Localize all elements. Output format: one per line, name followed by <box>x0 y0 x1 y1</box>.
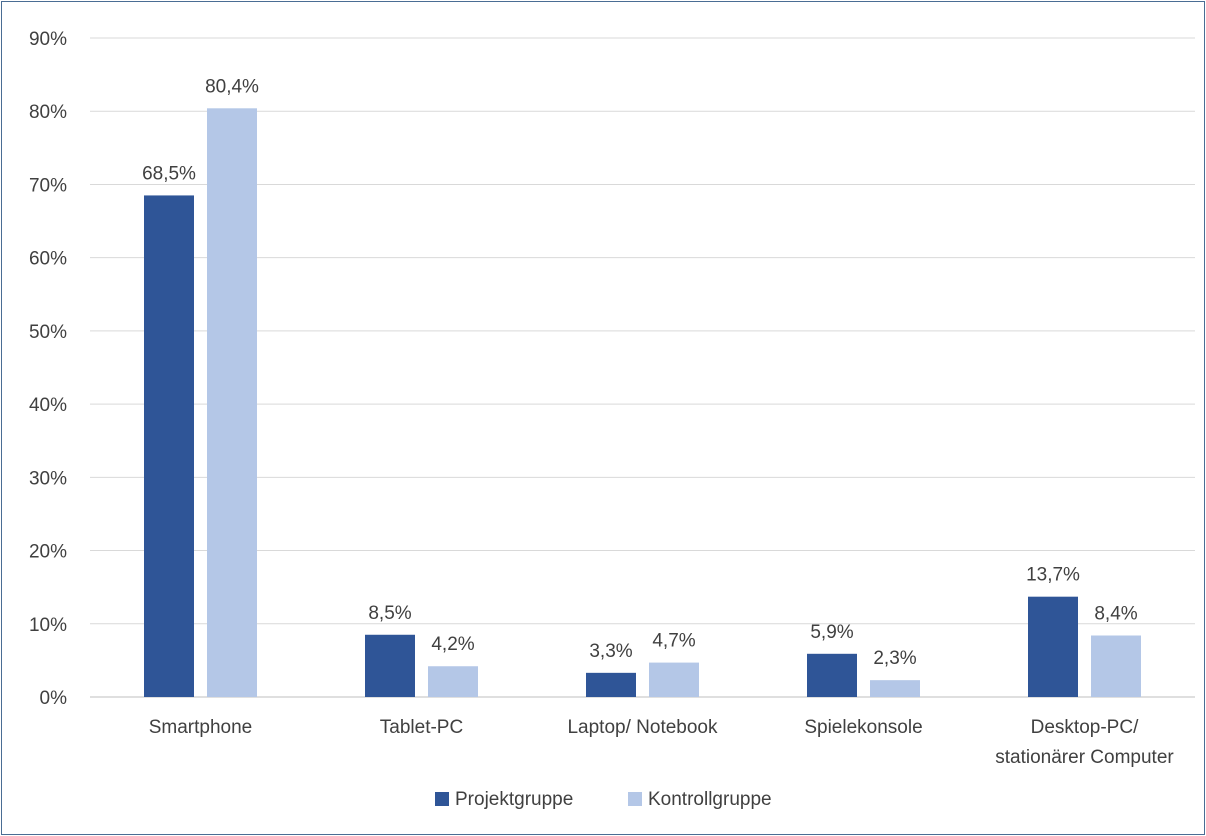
y-tick-label: 0% <box>40 688 68 709</box>
bar-projektgruppe <box>807 653 857 697</box>
y-tick-label: 80% <box>29 102 67 123</box>
y-tick-label: 10% <box>29 615 67 636</box>
y-tick-label: 50% <box>29 322 67 343</box>
bars <box>144 108 1141 697</box>
data-label: 68,5% <box>142 163 196 184</box>
bar-projektgruppe <box>365 634 415 697</box>
y-tick-label: 70% <box>29 175 67 196</box>
gridlines <box>90 37 1195 698</box>
x-tick-label: Desktop-PC/ <box>1031 717 1139 738</box>
data-label: 8,4% <box>1094 603 1137 624</box>
data-label: 13,7% <box>1026 565 1080 586</box>
data-labels: 68,5% 80,4% 8,5% 4,2% 3,3% 4,7% 5,9% 2,3% 13,7% 8… <box>142 76 1138 669</box>
y-tick-label: 30% <box>29 468 67 489</box>
y-tick-label: 90% <box>29 29 67 50</box>
y-tick-label: 60% <box>29 249 67 270</box>
data-label: 2,3% <box>873 648 916 669</box>
y-tick-label: 40% <box>29 395 67 416</box>
data-label: 5,9% <box>810 622 853 643</box>
bar-kontrollgruppe <box>649 662 699 697</box>
data-label: 80,4% <box>205 76 259 97</box>
data-label: 4,7% <box>652 631 695 652</box>
data-label: 8,5% <box>368 603 411 624</box>
bar-kontrollgruppe <box>870 680 920 697</box>
y-tick-label: 20% <box>29 542 67 563</box>
bar-kontrollgruppe <box>1091 635 1141 697</box>
bar-projektgruppe <box>586 672 636 697</box>
legend-swatch <box>435 792 449 806</box>
x-tick-label: Spielekonsole <box>804 717 922 738</box>
x-tick-label: Tablet-PC <box>380 717 463 738</box>
data-label: 3,3% <box>589 641 632 662</box>
x-axis: Smartphone Tablet-PC Laptop/ Notebook Spiel… <box>149 717 1175 768</box>
bar-kontrollgruppe <box>207 108 257 697</box>
legend-label: Kontrollgruppe <box>648 789 772 810</box>
bar-kontrollgruppe <box>428 666 478 697</box>
data-label: 4,2% <box>431 634 474 655</box>
y-axis: 0% 10% 20% 30% 40% 50% 60% 70% 80% 90% <box>29 29 67 709</box>
legend-swatch <box>628 792 642 806</box>
bar-projektgruppe <box>144 195 194 697</box>
legend-label: Projektgruppe <box>455 789 573 810</box>
x-tick-label: Smartphone <box>149 717 253 738</box>
x-tick-label: stationärer Computer <box>995 747 1174 768</box>
legend: Projektgruppe Kontrollgruppe <box>435 789 772 810</box>
bar-projektgruppe <box>1028 596 1078 697</box>
x-tick-label: Laptop/ Notebook <box>567 717 718 738</box>
